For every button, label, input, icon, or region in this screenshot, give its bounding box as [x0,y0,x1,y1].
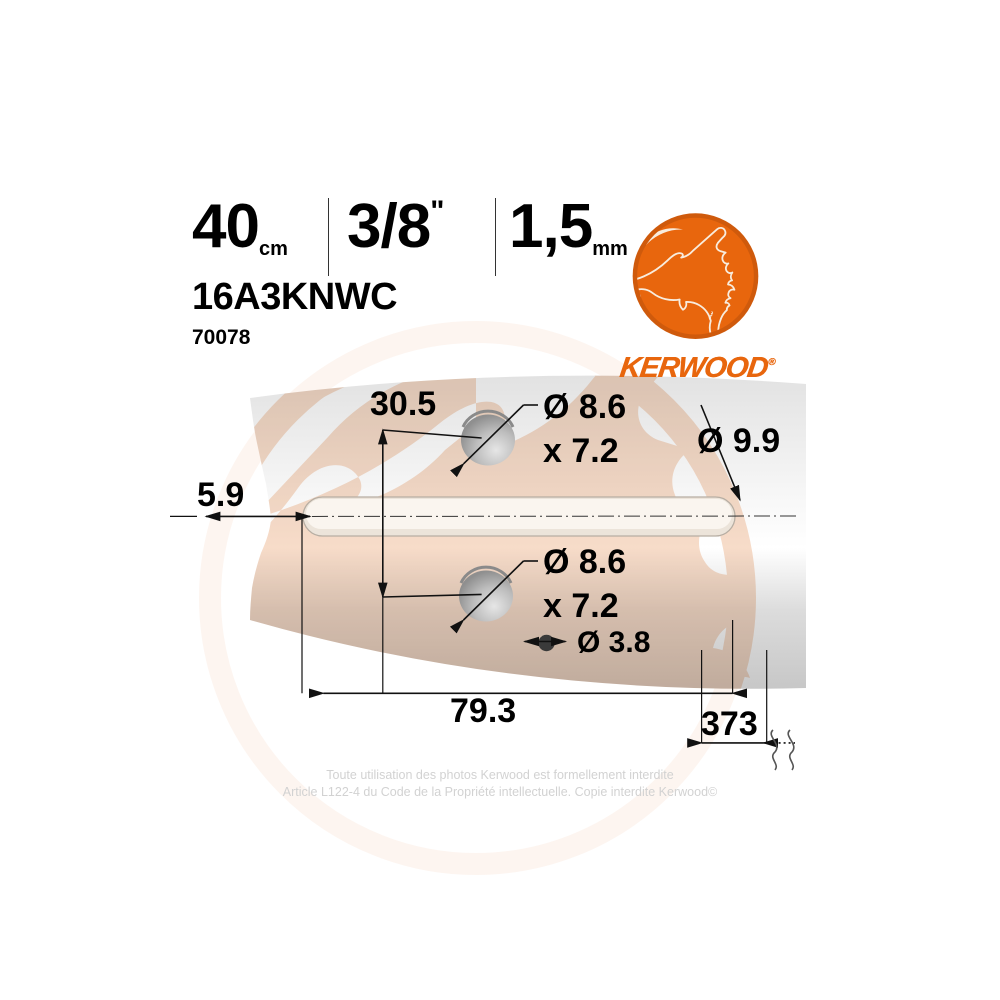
svg-text:Ø 8.6: Ø 8.6 [543,543,626,581]
svg-text:373: 373 [701,705,758,743]
svg-text:Ø 3.8: Ø 3.8 [577,626,650,659]
svg-text:30.5: 30.5 [370,385,436,423]
svg-text:79.3: 79.3 [450,692,516,730]
svg-text:Ø 9.9: Ø 9.9 [697,422,780,460]
svg-text:x 7.2: x 7.2 [543,432,619,470]
svg-text:x 7.2: x 7.2 [543,587,619,625]
svg-text:Ø 8.6: Ø 8.6 [543,388,626,426]
svg-text:5.9: 5.9 [197,476,244,514]
